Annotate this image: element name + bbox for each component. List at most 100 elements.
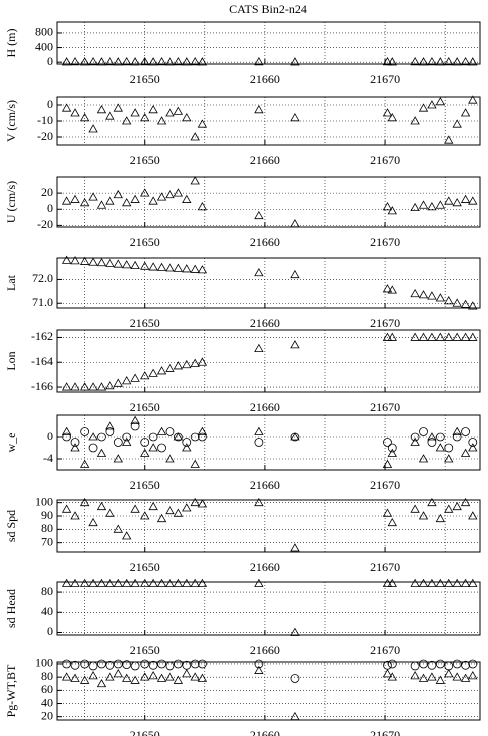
x-tick-label: 21650 — [130, 153, 160, 167]
marker-circle — [427, 438, 437, 447]
marker-triangle — [190, 578, 200, 587]
marker-triangle — [88, 432, 98, 441]
y-tick-label: -20 — [37, 217, 53, 231]
marker-triangle — [182, 57, 192, 66]
marker-triangle — [148, 578, 158, 587]
marker-triangle — [290, 627, 300, 636]
marker-circle — [130, 421, 140, 431]
panel-frame — [56, 581, 481, 636]
marker-triangle — [182, 503, 192, 512]
marker-triangle — [148, 196, 158, 205]
marker-triangle — [156, 426, 167, 435]
marker-triangle — [460, 299, 471, 308]
panel-frame — [56, 329, 481, 393]
x-tick-label: 21660 — [250, 400, 280, 414]
marker-circle — [157, 443, 166, 453]
figure-title: CATS Bin2-n24 — [229, 2, 307, 16]
marker-triangle — [197, 673, 208, 682]
panel-frame — [56, 21, 481, 65]
marker-triangle — [418, 673, 429, 682]
x-tick-label: 21660 — [250, 316, 280, 330]
marker-triangle — [156, 57, 167, 66]
marker-triangle — [427, 672, 437, 681]
marker-triangle — [418, 332, 429, 341]
marker-triangle — [410, 202, 420, 212]
y-tick-label: -164 — [31, 354, 53, 368]
marker-circle — [254, 438, 264, 447]
x-tick-label: 21650 — [130, 728, 160, 736]
marker-triangle — [79, 578, 90, 587]
marker-triangle — [61, 103, 72, 112]
marker-triangle — [140, 261, 150, 270]
marker-triangle — [290, 57, 300, 66]
marker-triangle — [105, 421, 115, 430]
y-axis-label: sd Head — [4, 589, 18, 628]
marker-triangle — [190, 497, 200, 507]
marker-triangle — [61, 672, 72, 681]
x-tick-label: 21670 — [370, 153, 400, 167]
marker-circle — [148, 660, 158, 670]
marker-triangle — [61, 578, 72, 587]
marker-triangle — [468, 57, 478, 66]
y-axis-label: sd Spd — [4, 510, 18, 542]
y-axis-label: Pg-WT,BT — [4, 664, 18, 717]
marker-triangle — [165, 363, 175, 372]
marker-triangle — [435, 332, 446, 341]
marker-triangle — [79, 459, 90, 468]
marker-triangle — [460, 57, 471, 66]
marker-triangle — [88, 192, 98, 201]
marker-triangle — [140, 672, 150, 681]
y-tick-label: 80 — [41, 669, 53, 683]
y-axis-label: w_e — [4, 433, 18, 453]
marker-triangle — [148, 443, 158, 452]
marker-triangle — [182, 669, 192, 678]
marker-triangle — [382, 202, 393, 211]
marker-triangle — [70, 443, 80, 452]
y-tick-label: -4 — [43, 451, 53, 465]
marker-circle — [140, 659, 150, 669]
marker-triangle — [79, 497, 90, 507]
marker-triangle — [156, 262, 167, 271]
marker-triangle — [88, 124, 98, 133]
y-tick-label: 0 — [47, 429, 53, 443]
marker-circle — [97, 432, 106, 442]
marker-triangle — [165, 57, 175, 66]
marker-triangle — [452, 57, 462, 66]
marker-circle — [165, 661, 175, 671]
marker-circle — [80, 427, 90, 436]
marker-triangle — [165, 578, 175, 587]
marker-triangle — [182, 443, 192, 452]
marker-circle — [383, 660, 392, 670]
marker-triangle — [88, 671, 98, 680]
marker-triangle — [156, 366, 167, 375]
marker-circle — [157, 659, 166, 669]
marker-triangle — [468, 443, 478, 452]
marker-circle — [461, 660, 470, 670]
marker-triangle — [435, 513, 446, 523]
marker-triangle — [452, 578, 462, 587]
marker-triangle — [410, 437, 420, 446]
marker-triangle — [290, 269, 300, 279]
marker-triangle — [468, 332, 478, 341]
marker-triangle — [122, 376, 132, 385]
marker-triangle — [290, 218, 300, 228]
marker-triangle — [130, 373, 140, 382]
marker-triangle — [70, 511, 80, 520]
marker-triangle — [410, 116, 420, 125]
marker-triangle — [96, 257, 107, 267]
marker-triangle — [254, 578, 264, 587]
marker-triangle — [105, 508, 115, 517]
marker-triangle — [382, 108, 393, 117]
marker-triangle — [452, 197, 462, 207]
marker-triangle — [427, 578, 437, 587]
marker-triangle — [468, 301, 478, 310]
y-axis-label: Lat — [4, 274, 18, 291]
marker-triangle — [410, 671, 420, 680]
marker-triangle — [140, 188, 150, 197]
marker-triangle — [418, 57, 429, 66]
marker-triangle — [460, 332, 471, 341]
marker-circle — [444, 443, 454, 453]
marker-triangle — [382, 508, 393, 517]
x-tick-label: 21670 — [370, 400, 400, 414]
x-tick-label: 21660 — [250, 153, 280, 167]
